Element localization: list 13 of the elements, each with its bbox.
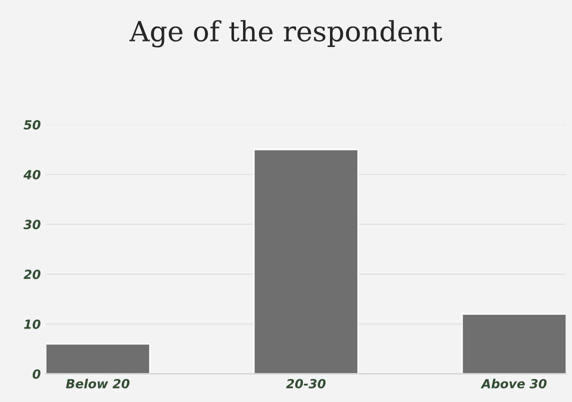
x-tick-label: Below 20 bbox=[66, 378, 130, 388]
bar bbox=[461, 313, 566, 374]
y-tick-label: 0 bbox=[32, 369, 40, 379]
x-tick-label: Above 30 bbox=[480, 378, 547, 388]
y-tick-label: 40 bbox=[23, 170, 40, 180]
y-tick-label: 30 bbox=[24, 220, 40, 230]
y-tick-label: 50 bbox=[24, 120, 40, 130]
chart-title: Age of the respondent bbox=[129, 20, 442, 48]
bar bbox=[46, 343, 151, 374]
y-tick-label: 10 bbox=[24, 319, 40, 329]
bar bbox=[253, 148, 359, 374]
x-tick-label: 20-30 bbox=[286, 378, 326, 388]
y-tick-label: 20 bbox=[24, 270, 40, 280]
